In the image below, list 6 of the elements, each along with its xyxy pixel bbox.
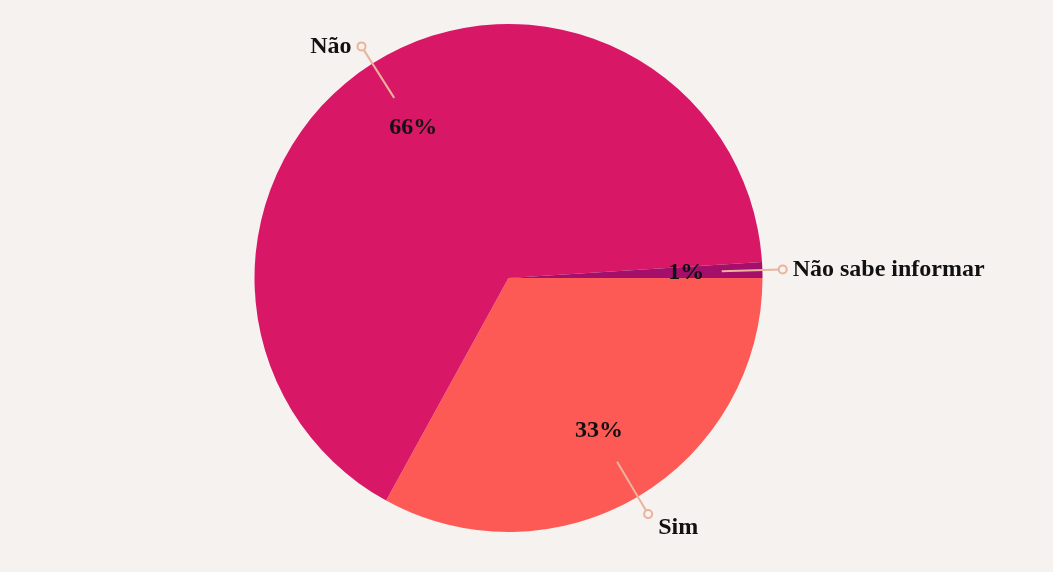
data-label: 66%	[389, 113, 438, 140]
slice-label: Sim	[658, 513, 699, 540]
data-label: 1%	[668, 257, 705, 284]
data-label: 33%	[575, 416, 624, 443]
slice-label: Não sabe informar	[792, 254, 986, 281]
slice-label: Não	[310, 31, 352, 58]
